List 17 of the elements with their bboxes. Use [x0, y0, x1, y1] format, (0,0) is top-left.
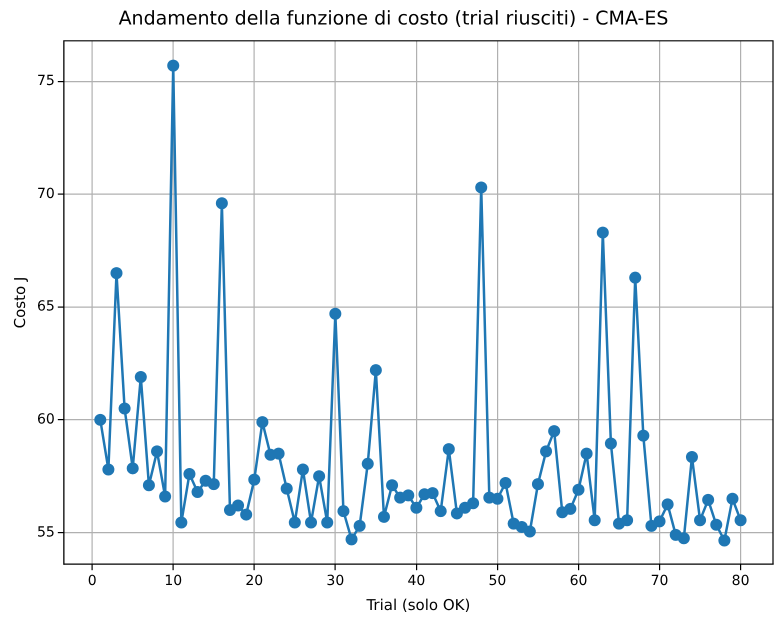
x-tick-label: 60: [570, 573, 588, 590]
x-tick-label: 70: [650, 573, 668, 590]
x-tick-label: 30: [326, 573, 344, 590]
x-tick-label: 40: [407, 573, 426, 590]
y-tick-label: 55: [36, 524, 55, 540]
x-tick-label: 10: [164, 573, 182, 590]
y-tick-label: 70: [36, 186, 55, 202]
y-tick-label: 75: [36, 73, 55, 90]
y-tick-label: 60: [36, 411, 55, 428]
y-tick-label: 65: [36, 298, 55, 315]
y-axis-title: Costo J: [10, 276, 29, 328]
x-tick-label: 0: [88, 573, 97, 590]
x-tick-label: 50: [488, 573, 506, 590]
x-tick-label: 20: [245, 573, 264, 590]
x-tick-label: 80: [732, 573, 750, 590]
chart-title: Andamento della funzione di costo (trial riusciti) - CMA-ES: [118, 7, 668, 30]
x-axis-title: Trial (solo OK): [365, 596, 470, 614]
